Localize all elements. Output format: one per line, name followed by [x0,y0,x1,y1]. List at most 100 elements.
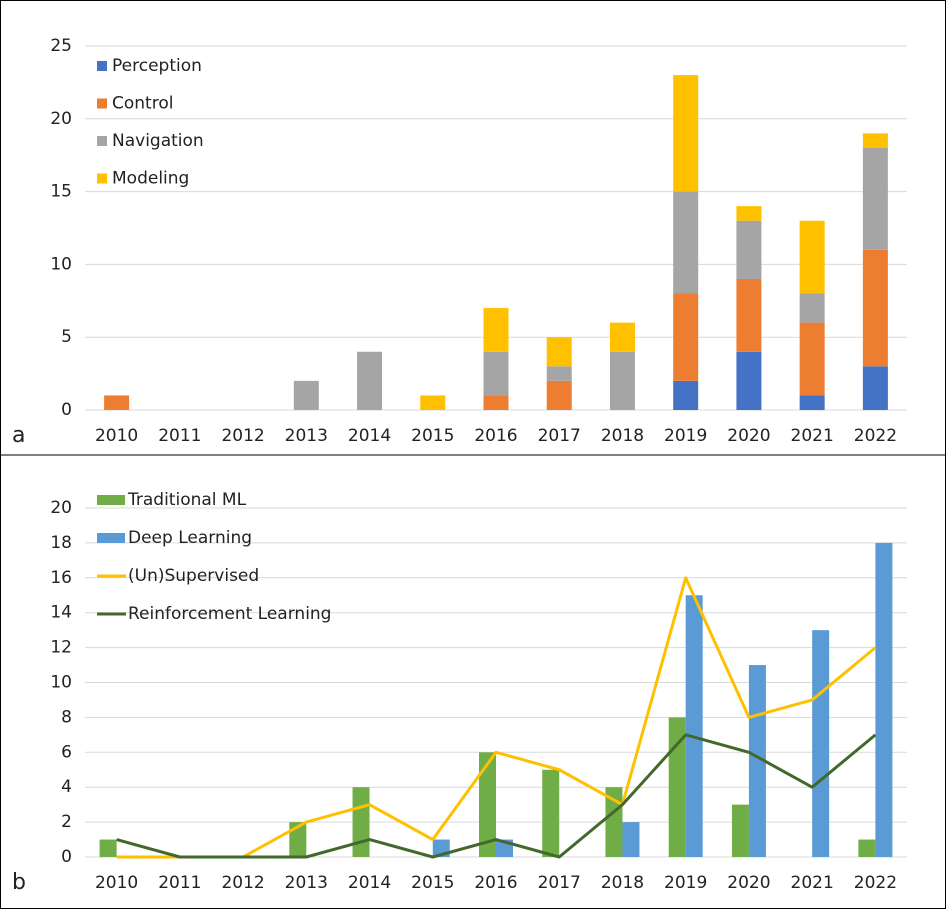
y-tick-label: 10 [50,673,72,693]
bar [293,380,319,410]
bar [862,249,888,367]
x-tick-label: 2013 [285,873,328,893]
x-tick-label: 2014 [348,873,391,893]
bar [858,839,876,857]
x-tick-label: 2020 [727,873,770,893]
legend-label: Reinforcement Learning [128,604,331,624]
x-tick-label: 2016 [474,873,517,893]
x-tick-label: 2017 [538,426,581,446]
bar [862,147,888,250]
y-tick-label: 20 [50,498,72,518]
x-tick-label: 2021 [791,426,834,446]
x-tick-label: 2019 [664,426,707,446]
bar [736,278,762,352]
y-tick-label: 25 [50,36,72,56]
legend-swatch [97,533,125,543]
bar [609,322,635,352]
bar [799,395,825,410]
bar [799,322,825,396]
x-tick-label: 2022 [854,426,897,446]
y-tick-label: 20 [50,109,72,129]
bar [875,542,893,857]
bar [609,351,635,410]
x-tick-label: 2015 [411,873,454,893]
y-tick-label: 14 [50,603,72,623]
bar [862,366,888,410]
bar [862,133,888,148]
bar [673,75,699,192]
x-tick-label: 2017 [538,873,581,893]
x-tick-label: 2011 [158,873,201,893]
x-tick-label: 2020 [727,426,770,446]
bar [542,769,560,857]
bar [483,351,509,396]
bar [736,220,762,279]
bar [99,839,117,857]
x-tick-label: 2010 [95,426,138,446]
bar [546,337,572,367]
x-tick-label: 2015 [411,426,454,446]
bar [546,380,572,410]
x-tick-label: 2021 [791,873,834,893]
panel-label: b [12,870,26,895]
bar [605,787,623,857]
y-tick-label: 0 [61,400,72,420]
x-tick-label: 2019 [664,873,707,893]
legend-swatch [97,136,107,146]
legend-label: Perception [112,56,202,76]
line-series [116,733,877,859]
bar [546,366,572,381]
bar [420,395,446,410]
legend-swatch [97,98,107,109]
bar [622,822,640,857]
x-tick-label: 2016 [474,426,517,446]
bar [731,804,749,857]
legend-label: (Un)Supervised [128,566,259,586]
bar [668,717,686,857]
bar [799,293,825,323]
bar [799,220,825,294]
y-tick-label: 0 [61,847,72,867]
y-tick-label: 2 [61,812,72,832]
legend-swatch [97,173,107,184]
bar [685,595,703,857]
y-tick-label: 18 [50,533,72,553]
y-tick-label: 6 [61,742,72,762]
legend-swatch [97,495,125,505]
y-tick-label: 8 [61,707,72,727]
x-tick-label: 2018 [601,426,644,446]
x-tick-label: 2018 [601,873,644,893]
legend-label: Modeling [112,169,189,189]
bar [483,395,509,410]
bar [104,395,130,410]
bar [736,206,762,221]
bar [736,351,762,410]
bar [483,308,509,352]
legend-label: Control [112,94,173,114]
y-tick-label: 15 [50,182,72,202]
y-tick-label: 10 [50,254,72,274]
legend-label: Deep Learning [128,528,252,548]
bar [812,630,830,857]
x-tick-label: 2012 [221,426,264,446]
y-tick-label: 12 [50,638,72,658]
x-tick-label: 2011 [158,426,201,446]
bar [673,380,699,410]
y-tick-label: 5 [61,327,72,347]
x-tick-label: 2013 [285,426,328,446]
x-tick-label: 2014 [348,426,391,446]
bar [357,351,383,410]
y-tick-label: 4 [61,777,72,797]
legend-swatch [97,61,107,71]
x-tick-label: 2022 [854,873,897,893]
x-tick-label: 2012 [221,873,264,893]
bar [673,191,699,294]
y-tick-label: 16 [50,568,72,588]
legend-label: Navigation [112,131,204,151]
bar [352,787,370,857]
bar [673,293,699,381]
bar [479,752,496,857]
x-tick-label: 2010 [95,873,138,893]
panel-label: a [12,423,25,448]
